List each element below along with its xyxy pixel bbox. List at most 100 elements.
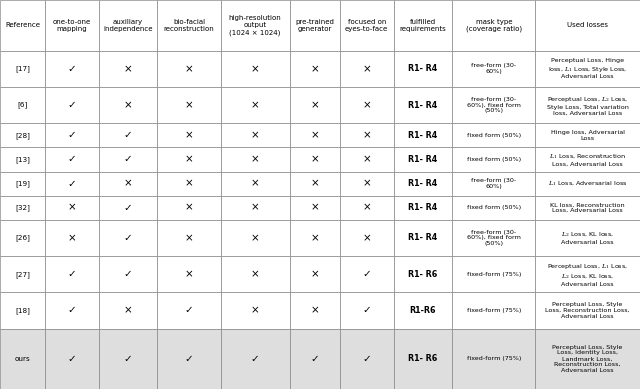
Text: ✓: ✓ — [124, 269, 132, 279]
Bar — [45, 172, 99, 196]
Text: ✓: ✓ — [124, 154, 132, 165]
Text: ✓: ✓ — [124, 354, 132, 364]
Bar — [535, 256, 640, 293]
Text: high-resolution
output
(1024 × 1024): high-resolution output (1024 × 1024) — [228, 15, 282, 36]
Text: fixed form (50%): fixed form (50%) — [467, 157, 521, 162]
Bar — [535, 196, 640, 220]
Text: ✓: ✓ — [124, 203, 132, 213]
Text: ✓: ✓ — [184, 354, 193, 364]
Bar — [157, 329, 221, 389]
Bar — [290, 329, 340, 389]
Bar — [157, 196, 221, 220]
Text: ×: × — [310, 130, 319, 140]
Bar — [157, 172, 221, 196]
Text: [17]: [17] — [15, 65, 30, 72]
Text: R1- R4: R1- R4 — [408, 101, 438, 110]
Bar — [221, 220, 290, 256]
Text: Perceptual Loss, $L_1$ Loss,
$L_2$ Loss, KL loss,
Adversarial Loss: Perceptual Loss, $L_1$ Loss, $L_2$ Loss,… — [547, 262, 628, 287]
Text: ×: × — [124, 179, 132, 189]
Bar — [290, 293, 340, 329]
Text: ✓: ✓ — [124, 130, 132, 140]
Text: ×: × — [251, 179, 259, 189]
Bar — [394, 220, 452, 256]
Text: ✓: ✓ — [310, 354, 319, 364]
Bar — [394, 123, 452, 147]
Bar — [535, 147, 640, 172]
Bar — [535, 220, 640, 256]
Bar — [0, 87, 45, 123]
Text: ×: × — [251, 203, 259, 213]
Text: free-form (30-
60%): free-form (30- 60%) — [471, 63, 516, 74]
Text: auxiliary
independence: auxiliary independence — [103, 19, 153, 32]
Text: ×: × — [184, 179, 193, 189]
Text: ×: × — [184, 100, 193, 110]
Bar — [452, 256, 535, 293]
Text: ✓: ✓ — [362, 269, 371, 279]
Bar — [535, 172, 640, 196]
Text: ×: × — [362, 233, 371, 243]
Bar — [290, 172, 340, 196]
Bar — [157, 256, 221, 293]
Bar — [452, 51, 535, 87]
Text: pre-trained
generator: pre-trained generator — [296, 19, 334, 32]
Bar — [45, 196, 99, 220]
Text: ×: × — [251, 64, 259, 74]
Bar — [221, 0, 290, 51]
Text: ×: × — [184, 269, 193, 279]
Text: Used losses: Used losses — [567, 23, 608, 28]
Bar — [221, 51, 290, 87]
Text: ✓: ✓ — [67, 179, 76, 189]
Bar — [394, 51, 452, 87]
Bar — [0, 293, 45, 329]
Text: ×: × — [310, 100, 319, 110]
Text: [32]: [32] — [15, 204, 30, 211]
Text: R1- R4: R1- R4 — [408, 203, 438, 212]
Text: ×: × — [184, 130, 193, 140]
Bar — [452, 329, 535, 389]
Bar — [0, 0, 45, 51]
Text: ×: × — [124, 305, 132, 315]
Text: ×: × — [310, 179, 319, 189]
Text: ×: × — [310, 64, 319, 74]
Text: R1-R6: R1-R6 — [410, 306, 436, 315]
Bar — [99, 0, 157, 51]
Text: ×: × — [251, 130, 259, 140]
Text: [26]: [26] — [15, 235, 30, 241]
Text: ×: × — [310, 203, 319, 213]
Bar — [340, 293, 394, 329]
Bar — [290, 123, 340, 147]
Text: ✓: ✓ — [67, 130, 76, 140]
Text: R1- R4: R1- R4 — [408, 155, 438, 164]
Bar — [290, 256, 340, 293]
Bar — [290, 220, 340, 256]
Text: ×: × — [310, 154, 319, 165]
Bar — [452, 123, 535, 147]
Bar — [99, 147, 157, 172]
Text: R1- R4: R1- R4 — [408, 131, 438, 140]
Bar — [0, 256, 45, 293]
Bar — [45, 123, 99, 147]
Bar — [99, 196, 157, 220]
Text: fulfilled
requirements: fulfilled requirements — [399, 19, 446, 32]
Bar — [221, 147, 290, 172]
Bar — [394, 0, 452, 51]
Bar — [157, 293, 221, 329]
Text: ×: × — [362, 203, 371, 213]
Bar — [290, 0, 340, 51]
Text: ×: × — [124, 64, 132, 74]
Bar — [45, 256, 99, 293]
Text: [13]: [13] — [15, 156, 30, 163]
Text: $L_2$ Loss, KL loss,
Adversarial Loss: $L_2$ Loss, KL loss, Adversarial Loss — [561, 231, 614, 245]
Text: ✓: ✓ — [67, 100, 76, 110]
Text: ×: × — [184, 203, 193, 213]
Text: fixed form (50%): fixed form (50%) — [467, 133, 521, 138]
Text: [18]: [18] — [15, 307, 30, 314]
Bar — [452, 293, 535, 329]
Text: ×: × — [251, 233, 259, 243]
Text: ×: × — [67, 233, 76, 243]
Text: ×: × — [362, 154, 371, 165]
Bar — [535, 0, 640, 51]
Text: Perceptual Loss, Style
Loss, Identity Loss,
Landmark Loss,
Reconstruction Loss,
: Perceptual Loss, Style Loss, Identity Lo… — [552, 345, 623, 373]
Text: ✓: ✓ — [67, 269, 76, 279]
Bar — [340, 329, 394, 389]
